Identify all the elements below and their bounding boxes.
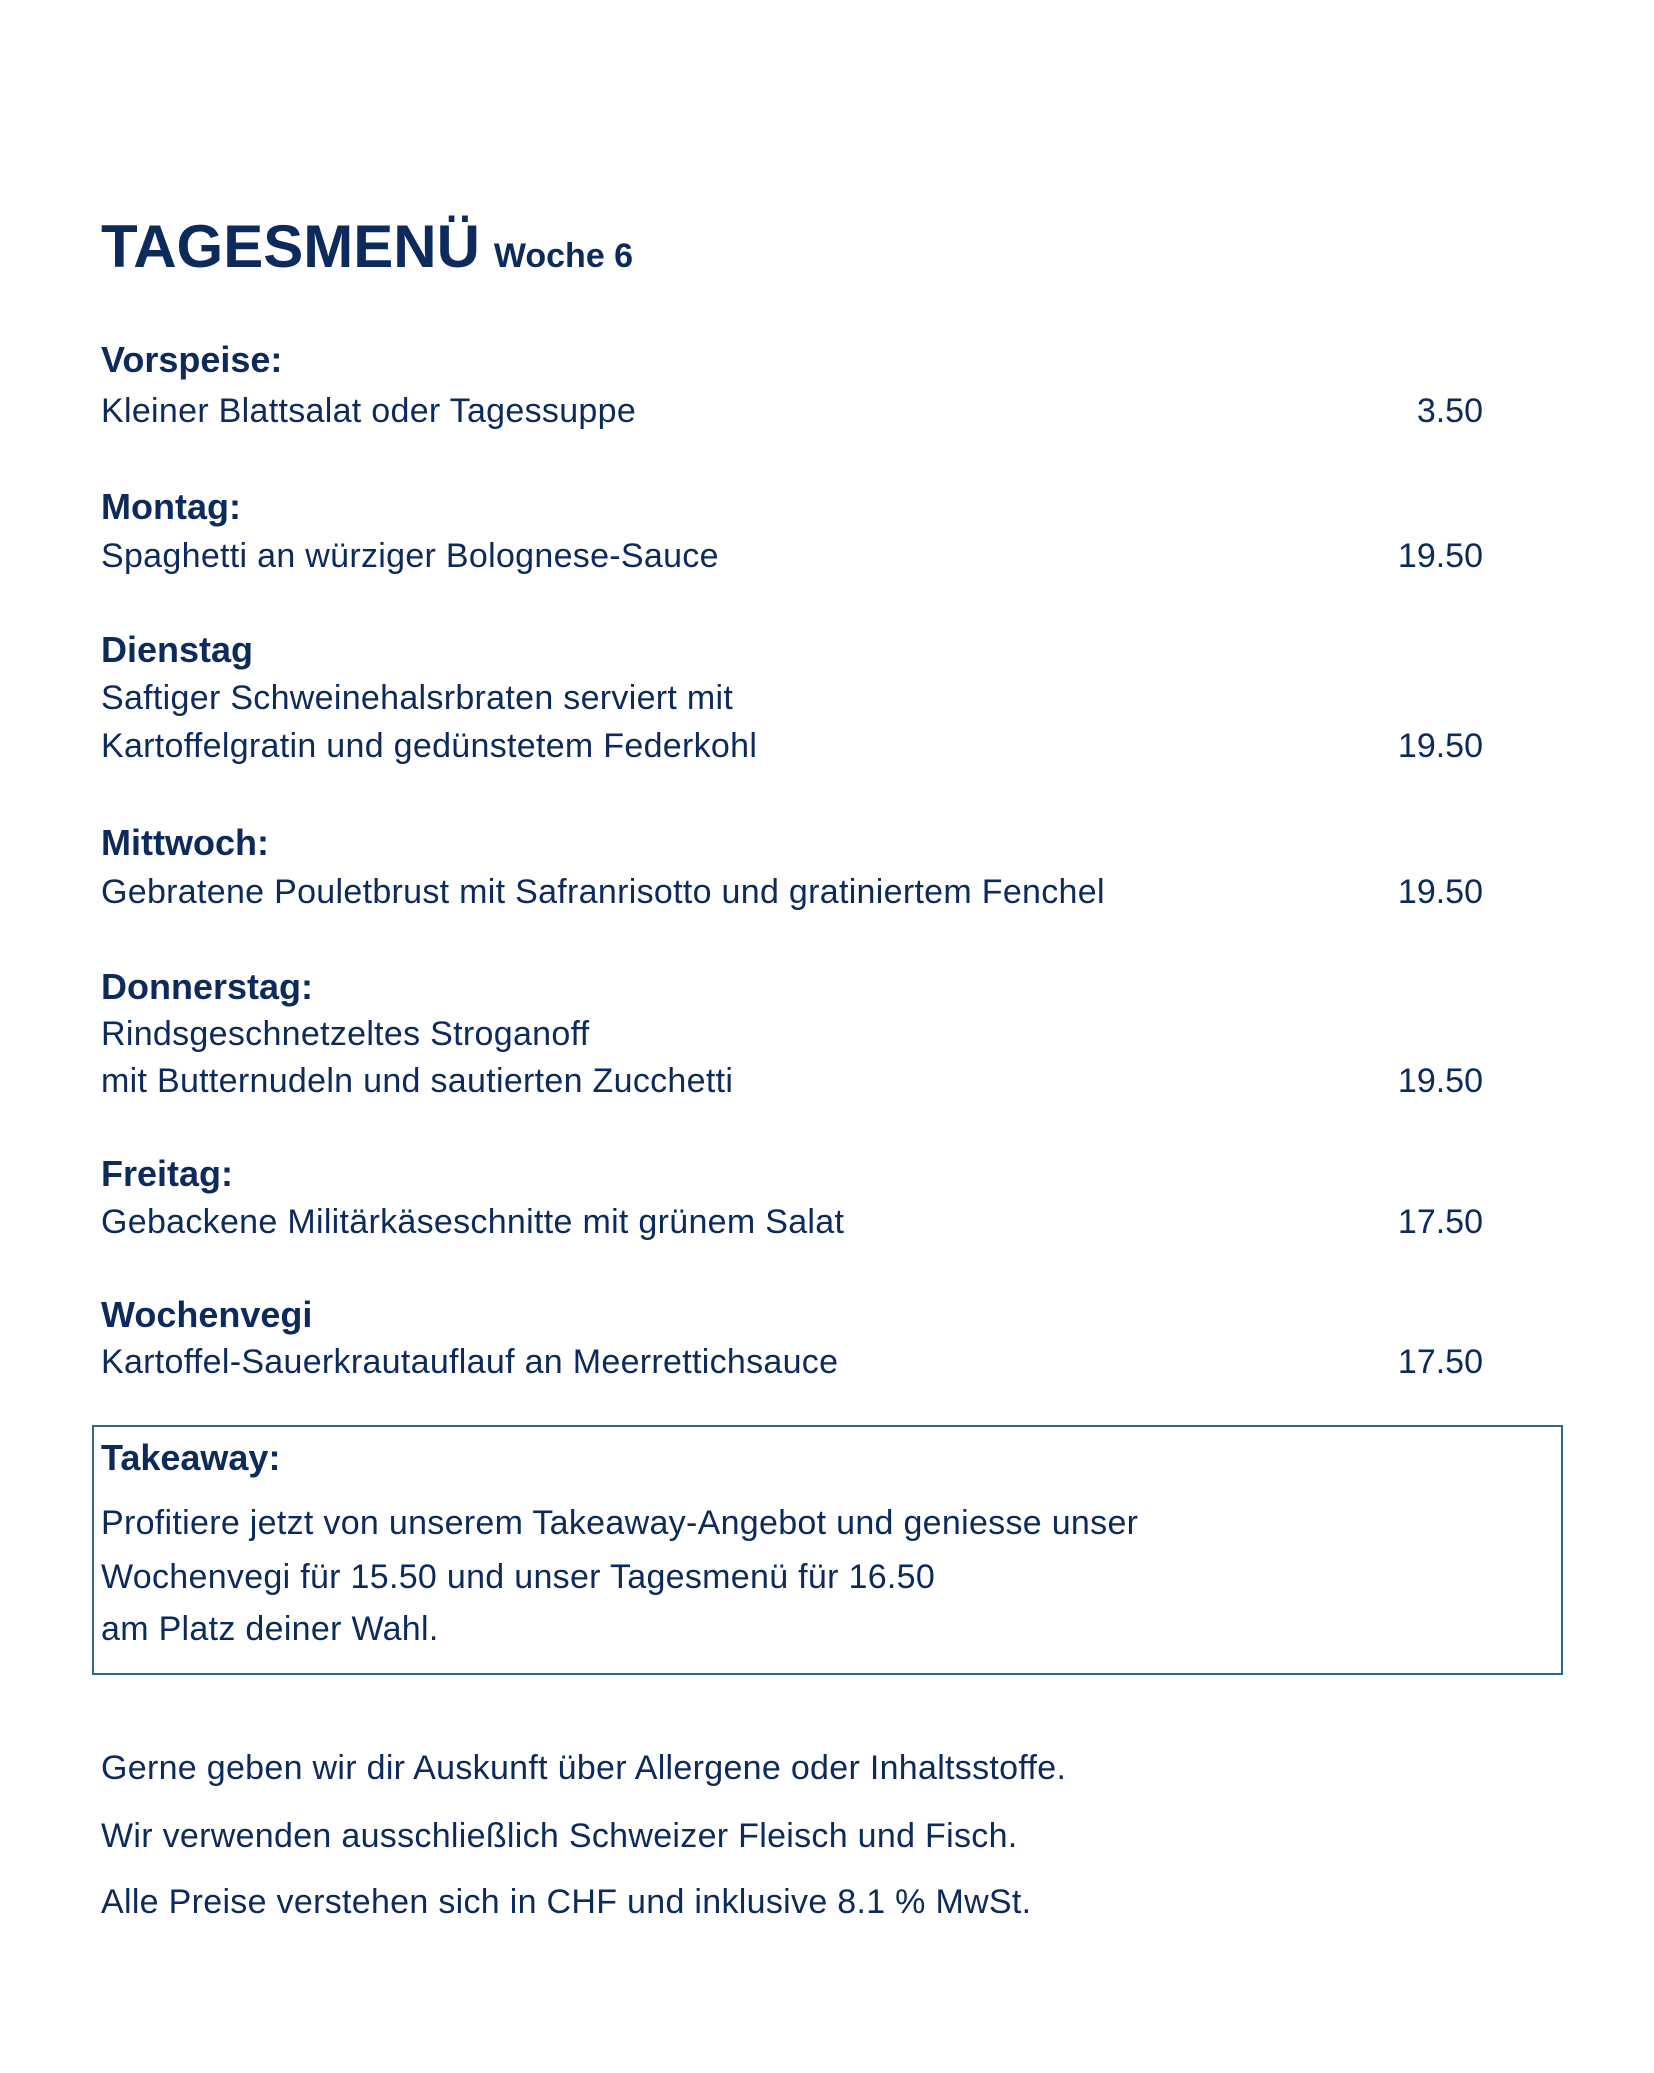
item-description: Gebackene Militärkäseschnitte mit grünem… [101,1203,845,1241]
item-description: Saftiger Schweinehalsrbraten serviert mi… [101,679,734,717]
item-heading: Montag: [101,486,241,527]
item-heading: Dienstag [101,629,254,670]
page-title: TAGESMENÜ Woche 6 [101,212,633,282]
takeaway-box [92,1425,1563,1675]
footer-note: Wir verwenden ausschließlich Schweizer F… [101,1817,1018,1855]
item-price: 19.50 [1397,727,1483,765]
item-price: 19.50 [1397,1062,1483,1100]
takeaway-text: Profitiere jetzt von unserem Takeaway-An… [101,1504,1139,1542]
item-heading: Donnerstag: [101,966,314,1007]
title-main: TAGESMENÜ [101,213,480,280]
item-description: Kartoffel-Sauerkrautauflauf an Meerretti… [101,1343,839,1381]
item-heading: Mittwoch: [101,822,269,863]
item-description: Spaghetti an würziger Bolognese-Sauce [101,537,719,575]
item-heading: Freitag: [101,1153,234,1194]
footer-note: Alle Preise verstehen sich in CHF und in… [101,1883,1032,1921]
item-price: 19.50 [1397,537,1483,575]
item-price: 17.50 [1397,1203,1483,1241]
takeaway-text: am Platz deiner Wahl. [101,1610,439,1648]
item-description: Kartoffelgratin und gedünstetem Federkoh… [101,727,758,765]
item-price: 19.50 [1397,873,1483,911]
item-heading: Vorspeise: [101,339,283,380]
footer-note: Gerne geben wir dir Auskunft über Allerg… [101,1749,1067,1787]
item-description: Gebratene Pouletbrust mit Safranrisotto … [101,873,1105,911]
item-heading: Wochenvegi [101,1294,313,1335]
takeaway-heading: Takeaway: [101,1437,281,1478]
item-description: Rindsgeschnetzeltes Stroganoff [101,1015,590,1053]
title-week: Woche 6 [493,237,634,275]
takeaway-text: Wochenvegi für 15.50 und unser Tagesmenü… [101,1558,936,1596]
item-description: mit Butternudeln und sautierten Zucchett… [101,1062,734,1100]
item-price: 17.50 [1397,1343,1483,1381]
item-description: Kleiner Blattsalat oder Tagessuppe [101,392,637,430]
item-price: 3.50 [1416,392,1483,430]
